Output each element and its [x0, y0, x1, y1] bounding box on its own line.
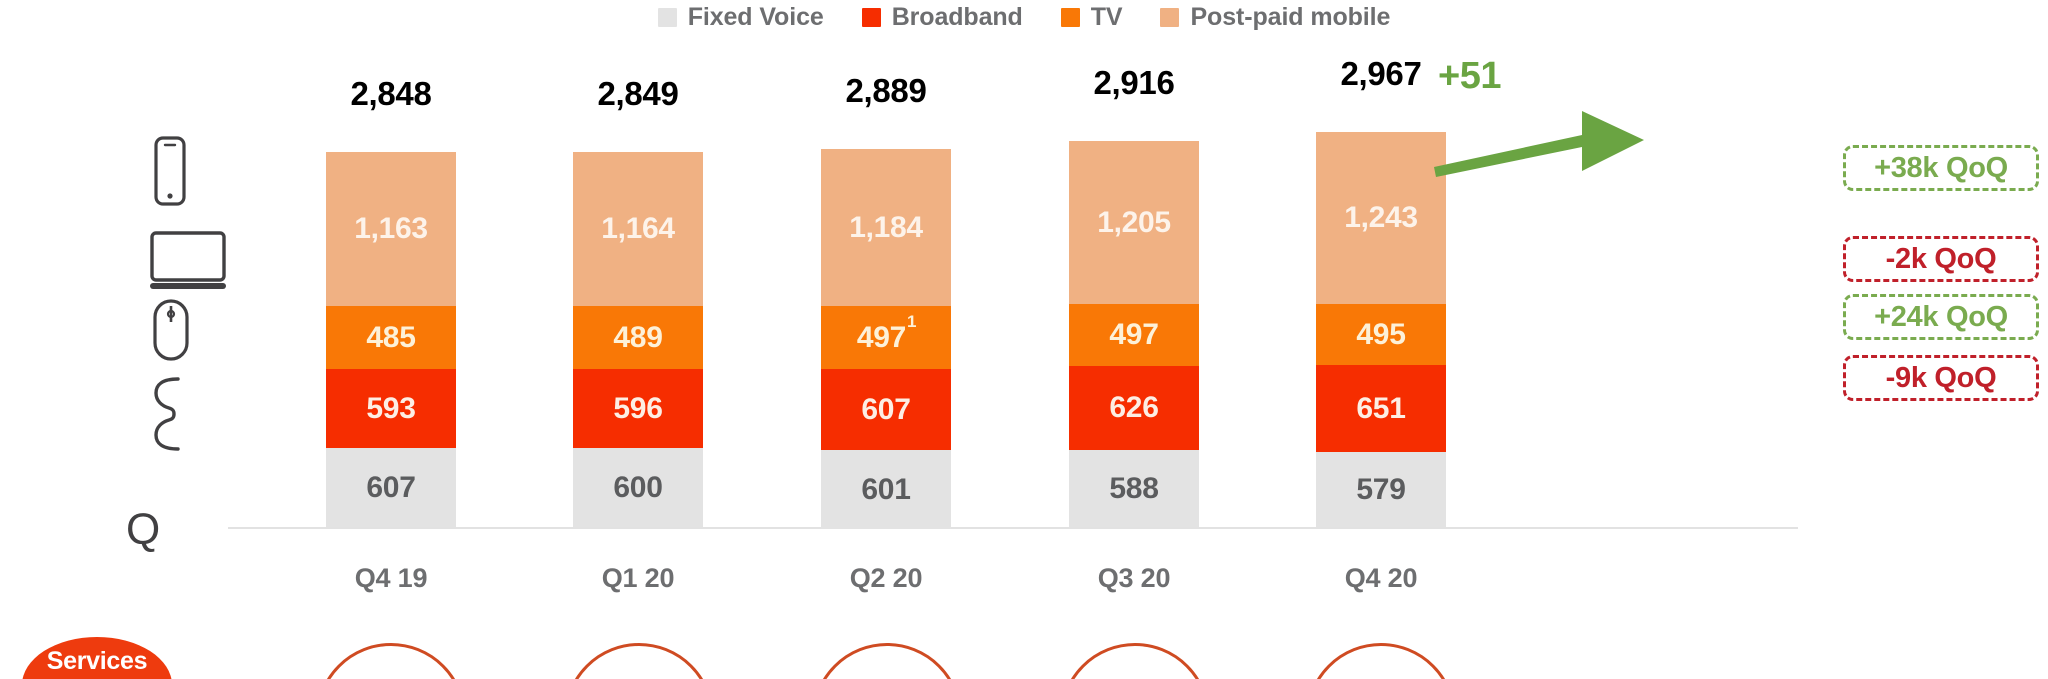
- qoq-badge-label-tv: -2k QoQ: [1885, 242, 1997, 275]
- segment-label-fixed-voice-q4-19: 607: [366, 470, 416, 504]
- segment-label-broadband-q2-20: 607: [861, 392, 911, 426]
- stacked-bar-q4-19[interactable]: 1,163 485 593 607: [326, 152, 456, 527]
- column-total-q2-20: 2,889: [845, 72, 927, 109]
- segment-tv-q4-19[interactable]: 485: [326, 306, 456, 369]
- qoq-badge-label-post-paid-mobile: +38k QoQ: [1874, 151, 2008, 184]
- tv-monitor-icon: [148, 230, 228, 297]
- services-badge: Services: [22, 637, 172, 679]
- segment-post-paid-mobile-q4-19[interactable]: 1,163: [326, 152, 456, 306]
- x-axis-label-q1-20: Q1 20: [601, 563, 675, 593]
- decor-circle-q1-20: [564, 643, 714, 679]
- x-axis-label-q4-19: Q4 19: [354, 563, 428, 593]
- legend-swatch-tv: [1060, 7, 1080, 27]
- segment-label-tv-q4-19: 485: [366, 320, 416, 354]
- legend-label-tv: TV: [1090, 2, 1123, 31]
- x-axis-label-q4-20: Q4 20: [1344, 563, 1418, 593]
- legend-item-tv[interactable]: TV: [1060, 2, 1123, 32]
- segment-label-broadband-q3-20: 626: [1109, 391, 1159, 424]
- mobile-phone-icon: [148, 135, 192, 212]
- qoq-badge-tv[interactable]: -2k QoQ: [1843, 236, 2039, 282]
- segment-broadband-q1-20[interactable]: 596: [573, 369, 703, 448]
- axis-baseline: [228, 527, 1798, 529]
- qoq-badge-label-broadband: +24k QoQ: [1874, 300, 2008, 333]
- legend-swatch-fixed-voice: [657, 7, 677, 27]
- segment-label-tv-q3-20: 497: [1109, 318, 1159, 351]
- segment-broadband-q4-20[interactable]: 651: [1316, 365, 1446, 452]
- telephone-handset-icon: [148, 375, 198, 458]
- segment-label-tv-q1-20: 489: [613, 320, 663, 354]
- segment-fixed-voice-q3-20[interactable]: 588: [1069, 450, 1199, 527]
- x-axis-label-q2-20: Q2 20: [849, 563, 923, 593]
- qoq-badge-broadband[interactable]: +24k QoQ: [1843, 294, 2039, 340]
- legend-swatch-post-paid-mobile: [1160, 7, 1180, 27]
- segment-label-tv-q4-20: 495: [1356, 317, 1406, 351]
- segment-broadband-q4-19[interactable]: 593: [326, 369, 456, 448]
- services-badge-label: Services: [46, 647, 148, 675]
- segment-label-tv-q2-20: 4971: [856, 312, 917, 354]
- chart-legend: Fixed Voice Broadband TV Post-paid mobil…: [0, 0, 2048, 34]
- segment-broadband-q2-20[interactable]: 607: [821, 369, 951, 450]
- segment-tv-q2-20[interactable]: 4971: [821, 306, 951, 369]
- growth-value-label: +51: [1438, 55, 1501, 97]
- segment-label-fixed-voice-q3-20: 588: [1109, 471, 1159, 505]
- x-axis-label-q3-20: Q3 20: [1097, 563, 1171, 593]
- legend-label-post-paid-mobile: Post-paid mobile: [1190, 2, 1391, 31]
- computer-mouse-icon: [148, 298, 194, 367]
- stacked-bar-q4-20[interactable]: 1,243 495 651 579: [1316, 132, 1446, 527]
- segment-tv-q1-20[interactable]: 489: [573, 306, 703, 369]
- segment-label-broadband-q4-20: 651: [1356, 391, 1406, 425]
- decor-circle-q3-20: [1060, 643, 1210, 679]
- legend-swatch-broadband: [861, 7, 881, 27]
- decor-circle-q2-20: [812, 643, 962, 679]
- segment-post-paid-mobile-q4-20[interactable]: 1,243: [1316, 132, 1446, 304]
- growth-annotation: +51: [1432, 55, 1672, 180]
- segment-fixed-voice-q1-20[interactable]: 600: [573, 448, 703, 527]
- segment-label-post-paid-mobile-q1-20: 1,164: [601, 212, 675, 245]
- column-total-q4-19: 2,848: [350, 75, 432, 112]
- growth-arrow-icon: [1432, 97, 1662, 182]
- segment-post-paid-mobile-q1-20[interactable]: 1,164: [573, 152, 703, 306]
- segment-label-post-paid-mobile-q4-19: 1,163: [354, 212, 428, 245]
- segment-tv-q3-20[interactable]: 497: [1069, 304, 1199, 366]
- partial-glyph-q: Q: [126, 505, 161, 554]
- column-total-q3-20: 2,916: [1093, 64, 1175, 101]
- segment-label-fixed-voice-q2-20: 601: [861, 472, 911, 506]
- segment-broadband-q3-20[interactable]: 626: [1069, 366, 1199, 450]
- segment-post-paid-mobile-q3-20[interactable]: 1,205: [1069, 141, 1199, 304]
- segment-tv-q4-20[interactable]: 495: [1316, 304, 1446, 365]
- segment-label-post-paid-mobile-q2-20: 1,184: [849, 210, 923, 244]
- segment-label-broadband-q1-20: 596: [613, 391, 663, 425]
- legend-item-post-paid-mobile[interactable]: Post-paid mobile: [1160, 3, 1390, 32]
- qoq-badge-fixed-voice[interactable]: -9k QoQ: [1843, 355, 2039, 401]
- segment-label-post-paid-mobile-q4-20: 1,243: [1344, 201, 1418, 234]
- stacked-bar-q2-20[interactable]: 1,184 4971 607 601: [821, 149, 951, 529]
- decor-circle-q4-19: [316, 643, 466, 679]
- stacked-bar-q3-20[interactable]: 1,205 497 626 588: [1069, 141, 1199, 527]
- segment-label-fixed-voice-q1-20: 600: [613, 470, 663, 504]
- legend-item-broadband[interactable]: Broadband: [861, 2, 1023, 32]
- column-total-q4-20: 2,967: [1340, 55, 1422, 92]
- segment-fixed-voice-q2-20[interactable]: 601: [821, 450, 951, 529]
- segment-label-fixed-voice-q4-20: 579: [1356, 472, 1406, 506]
- legend-label-fixed-voice: Fixed Voice: [687, 2, 824, 31]
- footnote-marker-tv-q2-20: 1: [907, 312, 917, 331]
- segment-label-post-paid-mobile-q3-20: 1,205: [1097, 205, 1171, 239]
- segment-post-paid-mobile-q2-20[interactable]: 1,184: [821, 149, 951, 306]
- qoq-badge-label-fixed-voice: -9k QoQ: [1885, 361, 1997, 394]
- legend-label-broadband: Broadband: [891, 2, 1023, 31]
- qoq-badge-post-paid-mobile[interactable]: +38k QoQ: [1843, 145, 2039, 191]
- stacked-bar-q1-20[interactable]: 1,164 489 596 600: [573, 152, 703, 527]
- segment-fixed-voice-q4-19[interactable]: 607: [326, 448, 456, 527]
- decor-circle-q4-20: [1306, 643, 1456, 679]
- segment-fixed-voice-q4-20[interactable]: 579: [1316, 452, 1446, 527]
- legend-item-fixed-voice[interactable]: Fixed Voice: [657, 2, 824, 32]
- column-total-q1-20: 2,849: [597, 75, 679, 112]
- segment-label-broadband-q4-19: 593: [366, 391, 416, 425]
